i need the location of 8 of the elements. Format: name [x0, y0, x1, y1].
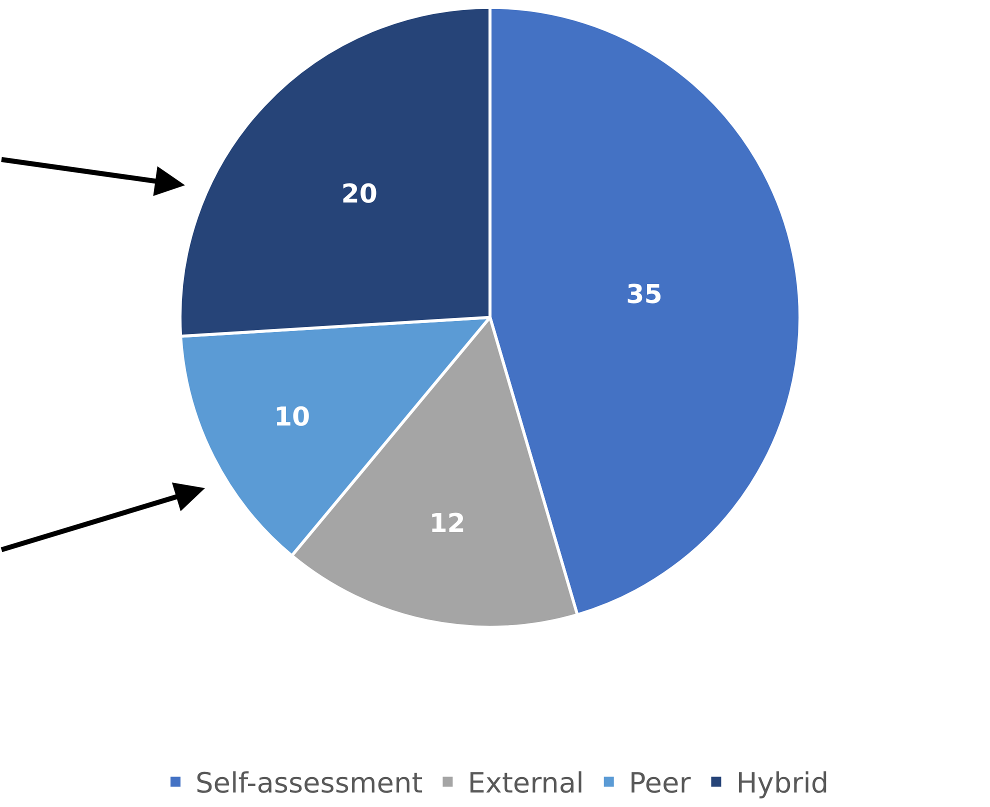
- data-label: 20: [341, 179, 378, 210]
- data-label: 10: [274, 402, 310, 433]
- legend-label: Self-assessment: [196, 766, 423, 800]
- legend-label: Peer: [628, 766, 692, 800]
- data-label: 12: [429, 508, 466, 539]
- legend-label: Hybrid: [736, 766, 829, 800]
- data-label: 35: [626, 280, 662, 310]
- legend-label: External: [468, 766, 584, 800]
